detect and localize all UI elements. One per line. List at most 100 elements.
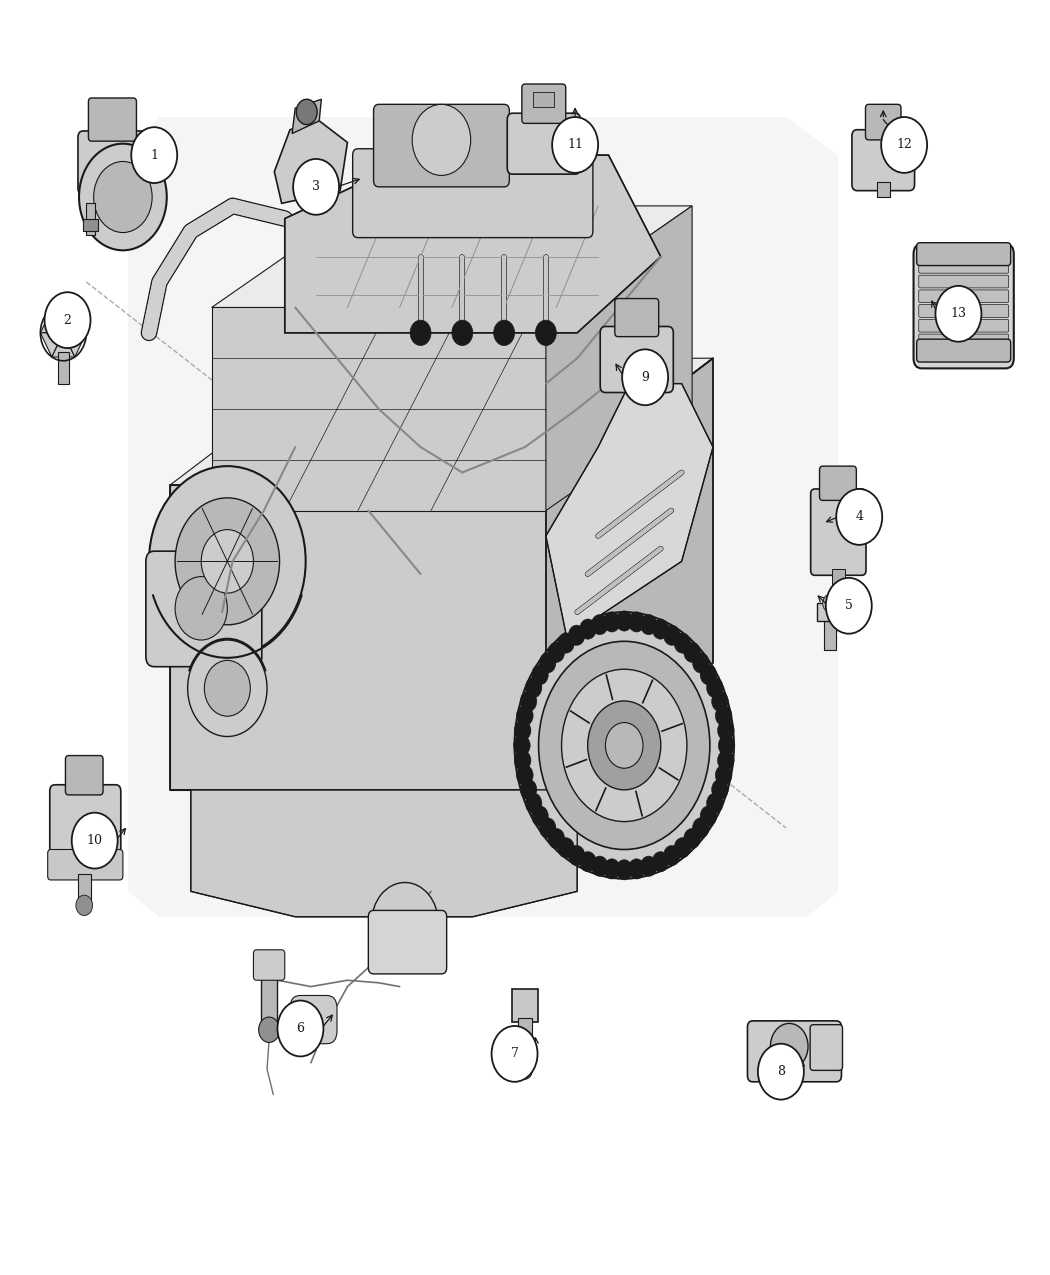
Circle shape [936,286,982,342]
Circle shape [604,612,621,632]
Circle shape [175,576,228,640]
Text: 1: 1 [150,149,159,162]
Polygon shape [40,333,63,357]
FancyBboxPatch shape [852,130,915,191]
FancyBboxPatch shape [919,275,1009,288]
Text: 5: 5 [845,599,853,612]
FancyBboxPatch shape [83,218,98,231]
Circle shape [175,497,279,625]
Circle shape [514,612,734,878]
Circle shape [558,632,574,653]
Polygon shape [51,333,75,357]
Circle shape [568,845,585,866]
FancyBboxPatch shape [615,298,658,337]
Circle shape [623,349,668,405]
Circle shape [715,705,732,725]
Circle shape [664,845,680,866]
Bar [877,182,889,198]
FancyBboxPatch shape [49,784,121,863]
Polygon shape [212,307,546,510]
FancyBboxPatch shape [369,910,446,974]
Circle shape [700,664,717,685]
Circle shape [540,817,555,838]
Circle shape [513,736,530,756]
Bar [260,974,277,1025]
Circle shape [674,838,691,858]
Circle shape [205,660,250,717]
Circle shape [520,779,537,799]
Circle shape [758,1044,804,1099]
Polygon shape [63,309,86,333]
Polygon shape [292,99,321,134]
FancyBboxPatch shape [820,467,857,500]
Circle shape [580,618,596,639]
Circle shape [540,653,555,673]
Circle shape [640,856,657,876]
Text: 13: 13 [950,307,966,320]
Circle shape [718,736,735,756]
Bar [832,569,844,589]
Circle shape [712,691,729,711]
Circle shape [517,765,533,785]
Polygon shape [546,205,692,510]
Circle shape [700,806,717,826]
Circle shape [517,705,533,725]
Circle shape [520,691,537,711]
FancyBboxPatch shape [88,98,136,142]
Circle shape [71,812,118,868]
Circle shape [514,720,531,741]
FancyBboxPatch shape [253,950,285,980]
Text: 3: 3 [312,180,320,194]
Text: 9: 9 [642,371,649,384]
Polygon shape [51,309,75,333]
FancyBboxPatch shape [353,149,593,237]
Circle shape [202,529,253,593]
Circle shape [277,1001,323,1057]
Circle shape [624,358,649,389]
Polygon shape [128,117,838,917]
Circle shape [591,615,608,635]
Circle shape [830,583,846,603]
Circle shape [525,793,542,813]
Circle shape [413,105,470,176]
FancyBboxPatch shape [919,305,1009,317]
Circle shape [258,1017,279,1043]
Circle shape [707,793,723,813]
Circle shape [628,859,645,878]
Polygon shape [546,384,713,638]
Polygon shape [63,333,86,357]
Bar [518,1019,532,1067]
Circle shape [693,653,709,673]
Circle shape [693,817,709,838]
Circle shape [149,467,306,657]
Polygon shape [285,156,660,333]
FancyBboxPatch shape [917,339,1011,362]
FancyBboxPatch shape [811,1025,842,1071]
Circle shape [628,612,645,632]
FancyBboxPatch shape [919,289,1009,302]
FancyBboxPatch shape [512,989,538,1023]
Circle shape [518,1062,532,1079]
FancyBboxPatch shape [818,603,842,621]
Text: 10: 10 [87,834,103,847]
Circle shape [568,625,585,645]
Circle shape [822,594,837,612]
Bar [78,873,90,901]
Circle shape [588,701,660,789]
FancyBboxPatch shape [914,244,1014,368]
Circle shape [562,669,687,821]
Circle shape [580,852,596,872]
Circle shape [76,895,92,915]
Circle shape [531,664,548,685]
Circle shape [771,1024,808,1070]
Circle shape [717,720,734,741]
FancyBboxPatch shape [47,849,123,880]
FancyBboxPatch shape [507,113,581,175]
Text: 2: 2 [64,314,71,326]
Polygon shape [40,309,63,333]
Circle shape [591,856,608,876]
Polygon shape [212,205,692,307]
Circle shape [293,159,339,214]
FancyBboxPatch shape [919,319,1009,332]
Circle shape [640,615,657,635]
